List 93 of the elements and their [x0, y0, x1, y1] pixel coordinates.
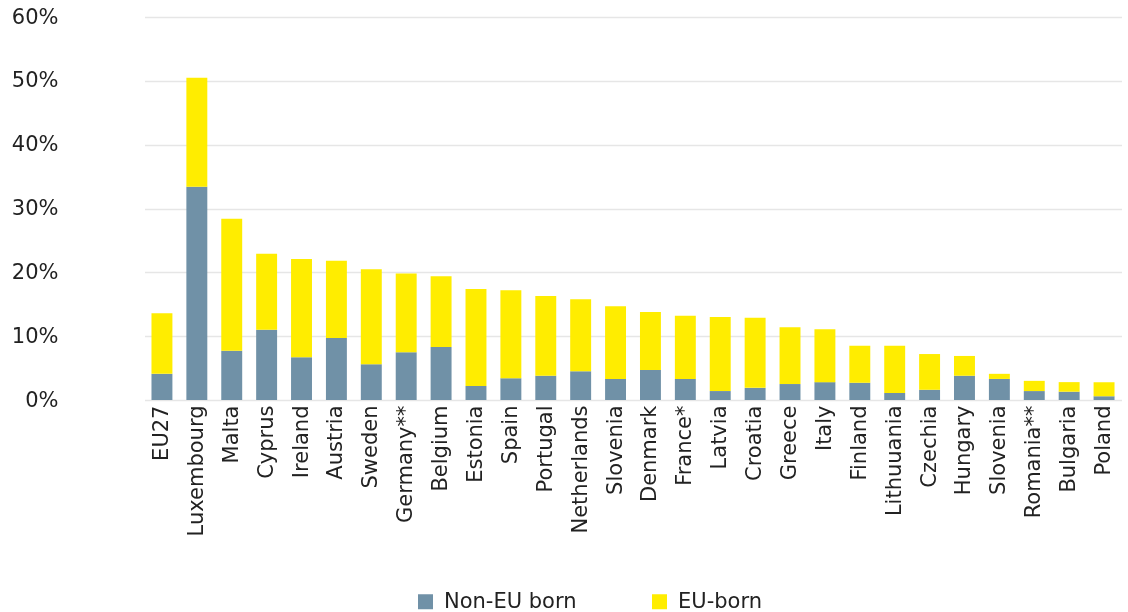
bar — [151, 313, 173, 374]
bar — [256, 329, 278, 400]
bar — [291, 357, 312, 400]
y-tick-label: 40% — [11, 132, 59, 157]
y-tick-label: 60% — [11, 4, 59, 29]
bar — [884, 392, 906, 400]
bar — [1058, 382, 1080, 392]
bar — [639, 370, 661, 400]
x-tick-label: Luxembourg — [183, 405, 208, 537]
x-tick-label: Portugal — [532, 405, 557, 493]
y-tick-label: 10% — [11, 323, 59, 348]
bar — [849, 345, 871, 383]
bar — [954, 355, 975, 376]
bar — [325, 260, 347, 339]
bar — [884, 345, 906, 393]
x-tick-label: Ireland — [288, 405, 313, 479]
legend-label: Non-EU born — [444, 588, 577, 612]
y-tick-label: 0% — [25, 387, 59, 412]
bar — [779, 384, 801, 400]
y-tick-label: 30% — [11, 196, 59, 220]
bar — [744, 317, 766, 388]
bar — [570, 299, 592, 372]
x-tick-label: Germany** — [393, 405, 418, 524]
y-tick-label: 50% — [11, 68, 59, 93]
bar — [954, 375, 975, 400]
x-tick-label: Hungary — [951, 405, 976, 496]
bar — [1023, 380, 1045, 392]
x-tick-label: Croatia — [742, 405, 767, 481]
bar — [709, 391, 731, 400]
x-tick-label: Slovenia — [986, 405, 1011, 495]
x-tick-label: Finland — [846, 405, 871, 481]
bar — [360, 269, 382, 365]
bar — [395, 352, 417, 400]
bar — [186, 77, 208, 187]
bar — [395, 273, 417, 353]
bar — [430, 276, 452, 348]
bar — [988, 378, 1010, 400]
bar — [465, 288, 487, 386]
bar — [1093, 396, 1115, 400]
bar — [325, 338, 347, 400]
x-tick-label: Belgium — [428, 405, 453, 492]
legend-label: EU-born — [678, 588, 762, 612]
bar — [814, 329, 836, 383]
bar — [605, 306, 627, 379]
bar — [500, 378, 522, 400]
bar — [1093, 382, 1115, 397]
x-tick-label: Slovenia — [602, 405, 627, 495]
bar — [744, 387, 766, 400]
bar — [779, 327, 801, 385]
y-tick-label: 20% — [11, 259, 59, 284]
bar — [605, 378, 627, 400]
bar — [919, 354, 941, 390]
x-tick-label: Bulgaria — [1056, 405, 1081, 493]
x-tick-label: Austria — [323, 405, 348, 480]
x-tick-label: Estonia — [462, 405, 487, 483]
bar — [221, 350, 243, 400]
bar — [291, 258, 312, 358]
bar — [919, 389, 941, 400]
x-tick-label: Netherlands — [567, 405, 592, 534]
x-tick-label: Spain — [497, 405, 522, 465]
bar — [814, 382, 836, 400]
bar — [570, 371, 592, 400]
bar — [256, 253, 278, 330]
bar — [988, 373, 1010, 379]
x-tick-label: Italy — [811, 405, 836, 452]
x-tick-label: Malta — [218, 405, 243, 464]
x-tick-label: Greece — [777, 405, 802, 481]
bar — [500, 290, 522, 379]
bar — [709, 317, 731, 392]
bar — [465, 385, 487, 400]
bar — [535, 375, 557, 400]
x-tick-label: Poland — [1091, 405, 1116, 476]
bar — [221, 218, 243, 351]
bar — [151, 373, 173, 400]
x-tick-label: Latvia — [707, 405, 732, 470]
x-tick-label: EU27 — [148, 405, 173, 461]
bar — [674, 315, 696, 379]
bar — [639, 311, 661, 370]
x-tick-label: Cyprus — [253, 405, 278, 479]
x-tick-label: France* — [672, 405, 697, 486]
x-tick-label: Lithuuania — [881, 405, 906, 517]
bar — [1058, 391, 1080, 400]
bar — [535, 295, 557, 376]
x-tick-label: Czechia — [916, 405, 941, 488]
bar — [360, 364, 382, 400]
x-tick-label: Sweden — [358, 405, 383, 489]
x-tick-label: Denmark — [637, 404, 662, 503]
bar — [186, 186, 208, 400]
x-tick-label: Romania** — [1021, 405, 1046, 519]
bar — [430, 347, 452, 400]
bar — [849, 382, 871, 400]
bar — [1023, 391, 1045, 400]
bar — [674, 378, 696, 400]
